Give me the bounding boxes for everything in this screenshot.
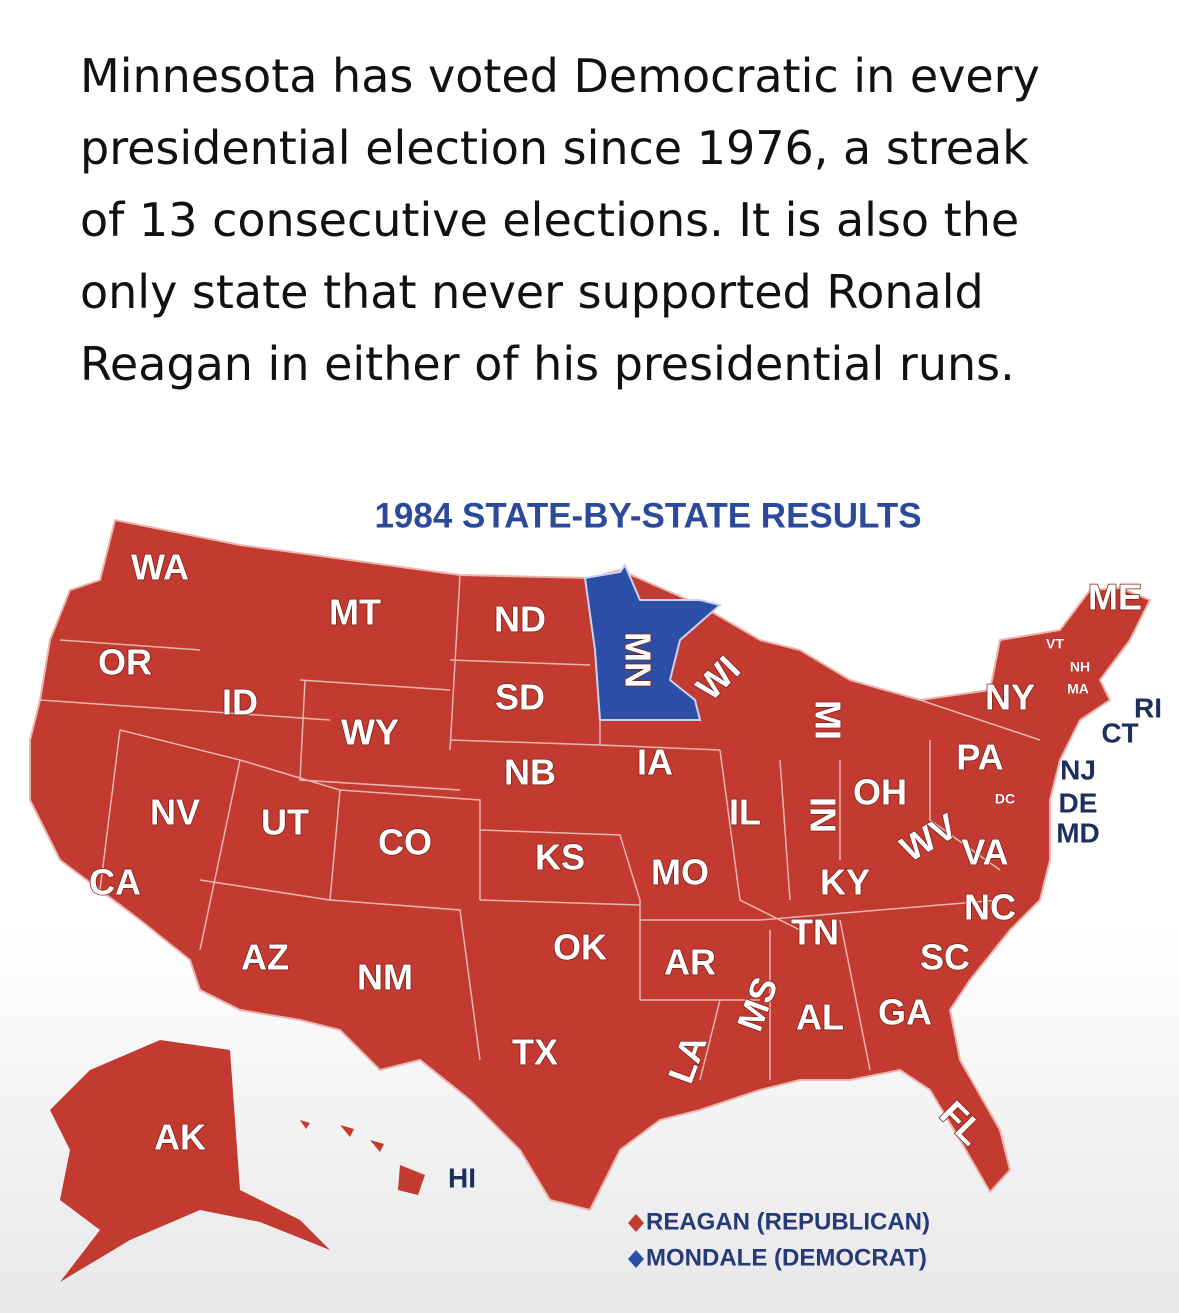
state-label: NM [357, 957, 413, 998]
state-label: HI [448, 1162, 476, 1193]
state-label: RI [1134, 692, 1162, 723]
state-label: SD [495, 677, 545, 718]
state-label: ID [222, 682, 258, 723]
state-label: MT [329, 592, 381, 633]
state-label: MA [1067, 681, 1089, 697]
state-label: CT [1101, 717, 1138, 748]
state-label: GA [878, 992, 932, 1033]
state-label: UT [261, 802, 309, 843]
alaska [50, 1040, 330, 1282]
legend-marker [628, 1250, 644, 1268]
state-label: IL [729, 792, 761, 833]
line: of 13 consecutive elections. It is also … [80, 193, 1020, 247]
state-label: KS [535, 837, 585, 878]
state-label: NC [964, 887, 1016, 928]
state-label: AK [154, 1117, 206, 1158]
state-label: AL [796, 997, 844, 1038]
state-label: SC [920, 937, 970, 978]
map-title: 1984 STATE-BY-STATE RESULTS [374, 496, 921, 535]
paragraph: Minnesota has voted Democratic in every … [80, 40, 1040, 400]
state-label: NH [1070, 659, 1090, 675]
state-label: IN [802, 797, 843, 833]
state-label: MN [617, 632, 658, 688]
state-label: MO [651, 852, 709, 893]
state-label: NJ [1060, 754, 1096, 785]
state-label: PA [956, 737, 1003, 778]
state-label: MI [807, 700, 848, 740]
state-label: VA [961, 832, 1008, 873]
state-label: NY [985, 677, 1035, 718]
line: only state that never supported Ronald [80, 265, 984, 319]
state-label: VT [1046, 636, 1064, 652]
line: presidential election since 1976, a stre… [80, 121, 1029, 175]
state-label: KY [820, 862, 870, 903]
state-label: OK [553, 927, 607, 968]
state-label: DC [995, 791, 1015, 807]
state-label: AZ [241, 937, 289, 978]
line: Reagan in either of his presidential run… [80, 337, 1015, 391]
state-label: AR [664, 942, 716, 983]
state-label: DE [1059, 787, 1098, 818]
state-label: TN [791, 912, 839, 953]
line: Minnesota has voted Democratic in every [80, 49, 1040, 103]
state-label: WY [341, 712, 399, 753]
legend-label: REAGAN (REPUBLICAN) [646, 1208, 930, 1235]
state-label: OH [853, 772, 907, 813]
legend-marker [628, 1214, 644, 1232]
state-label: NB [504, 752, 556, 793]
state-label: CA [89, 862, 141, 903]
state-borders [39, 574, 1041, 1081]
hawaii [300, 1120, 425, 1195]
legend-label: MONDALE (DEMOCRAT) [646, 1244, 927, 1271]
us-outline [29, 518, 1152, 1212]
state-label: ME [1088, 577, 1142, 618]
state-label: OR [98, 642, 152, 683]
state-label: NV [150, 792, 200, 833]
state-label: CO [378, 822, 432, 863]
state-label: ND [494, 599, 546, 640]
state-label: WA [131, 547, 189, 588]
state-label: MD [1056, 817, 1100, 848]
state-label: IA [637, 742, 673, 783]
state-label: TX [512, 1032, 558, 1073]
